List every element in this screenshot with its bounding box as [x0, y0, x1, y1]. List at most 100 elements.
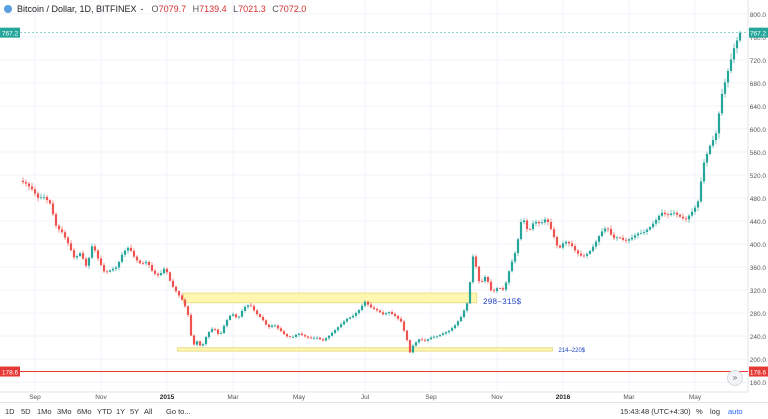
candle-body: [636, 233, 640, 236]
candle-body: [195, 341, 199, 345]
candle-body: [450, 328, 454, 331]
candle-body: [720, 93, 724, 114]
candle-body: [546, 219, 550, 222]
candle-body: [435, 336, 439, 338]
candle-body: [222, 325, 226, 334]
price-tick-label: 640.0: [750, 104, 767, 111]
candle-body: [120, 254, 124, 262]
candle-body: [483, 276, 487, 282]
candle-body: [489, 281, 493, 291]
price-chart[interactable]: 800.0 760.0 720.0 680.0 640.0 600.0 560.0 520.0…: [0, 0, 768, 402]
price-tick-label: 760.0: [750, 35, 767, 42]
timeframe-3mo[interactable]: 3Mo: [57, 407, 72, 416]
log-toggle[interactable]: log: [710, 407, 721, 416]
price-tick-label: 440.0: [750, 219, 767, 226]
candle-body: [63, 232, 67, 238]
candle-body: [339, 324, 343, 328]
candle-body: [318, 337, 322, 340]
percent-toggle[interactable]: %: [696, 407, 703, 416]
timeframe-6mo[interactable]: 6Mo: [77, 407, 92, 416]
candle-body: [615, 237, 619, 239]
auto-toggle[interactable]: auto: [728, 407, 743, 416]
last-price-badge-right: [749, 27, 768, 38]
candle-body: [255, 310, 259, 315]
candle-body: [21, 180, 25, 183]
price-tick-label: 400.0: [750, 242, 767, 249]
timeframe-all[interactable]: All: [144, 407, 153, 416]
candle-body: [168, 272, 172, 281]
candle-body: [60, 229, 64, 233]
candle-body: [585, 253, 589, 256]
candle-body: [387, 312, 391, 314]
candle-body: [174, 286, 178, 292]
candle-body: [534, 221, 538, 224]
candle-body: [243, 306, 247, 311]
candle-body: [567, 241, 571, 244]
candle-body: [519, 222, 523, 240]
zone-label-lower: 214–220$: [558, 348, 585, 354]
candle-body: [417, 339, 421, 343]
candle-body: [675, 212, 679, 215]
candle-body: [627, 239, 631, 241]
candle-body: [228, 315, 232, 320]
symbol-title[interactable]: Bitcoin / Dollar, 1D, BITFINEX: [17, 4, 137, 14]
candle-body: [177, 291, 181, 296]
candle-body: [132, 250, 136, 257]
candle-body: [669, 213, 673, 215]
candle-body: [459, 317, 463, 322]
candle-body: [678, 214, 682, 217]
candle-body: [447, 330, 451, 333]
price-tick-label: 680.0: [750, 81, 767, 88]
candle-body: [474, 256, 478, 267]
price-axis-panel[interactable]: [748, 0, 768, 402]
zone-298-315[interactable]: [182, 292, 478, 304]
candle-body: [462, 310, 466, 318]
price-tick-label: 160.0: [750, 380, 767, 387]
candle-body: [687, 215, 691, 220]
candle-body: [522, 220, 526, 223]
close-label: C: [272, 4, 279, 14]
timeframe-5d[interactable]: 5D: [21, 407, 31, 416]
candle-body: [27, 183, 31, 187]
high-value: 7139.4: [199, 4, 227, 14]
time-tick-label: Nov: [95, 394, 107, 401]
candle-body: [408, 340, 412, 353]
candle-body: [612, 234, 616, 239]
bottom-toolbar: 1D 5D 1Mo 3Mo 6Mo YTD 1Y 5Y All Go to...…: [0, 402, 768, 419]
zone-214-220[interactable]: [176, 347, 553, 352]
timeframe-1mo[interactable]: 1Mo: [37, 407, 52, 416]
ohlc-readout: O7079.7 H7139.4 L7021.3 C7072.0: [152, 4, 311, 14]
candle-body: [48, 200, 52, 204]
candle-body: [432, 336, 436, 338]
candle-body: [405, 330, 409, 341]
timeframe-1y[interactable]: 1Y: [116, 407, 126, 416]
candle-body: [258, 314, 262, 317]
candle-body: [471, 256, 475, 283]
candle-body: [123, 250, 127, 255]
candle-body: [501, 288, 505, 290]
scroll-to-realtime-button[interactable]: »: [727, 370, 743, 386]
time-tick-label: May: [689, 394, 702, 401]
candle-body: [642, 231, 646, 233]
timeframe-ytd[interactable]: YTD: [97, 407, 112, 416]
timeframe-1d[interactable]: 1D: [5, 407, 15, 416]
price-tick-label: 240.0: [750, 334, 767, 341]
candle-body: [423, 339, 427, 341]
candle-body: [426, 339, 430, 341]
candle-body: [564, 241, 568, 244]
clock-readout[interactable]: 15:43:48 (UTC+4:30): [620, 407, 691, 416]
candle-body: [453, 325, 457, 329]
candle-body: [393, 313, 397, 316]
candle-body: [288, 336, 292, 338]
candle-body: [504, 282, 508, 290]
candle-body: [525, 220, 529, 230]
candle-body: [321, 339, 325, 341]
candle-body: [261, 316, 265, 321]
candle-body: [510, 261, 514, 272]
candle-body: [477, 266, 481, 282]
goto-button[interactable]: Go to...: [166, 407, 191, 416]
candle-body: [39, 197, 43, 199]
timeframe-5y[interactable]: 5Y: [130, 407, 140, 416]
candle-body: [609, 228, 613, 235]
